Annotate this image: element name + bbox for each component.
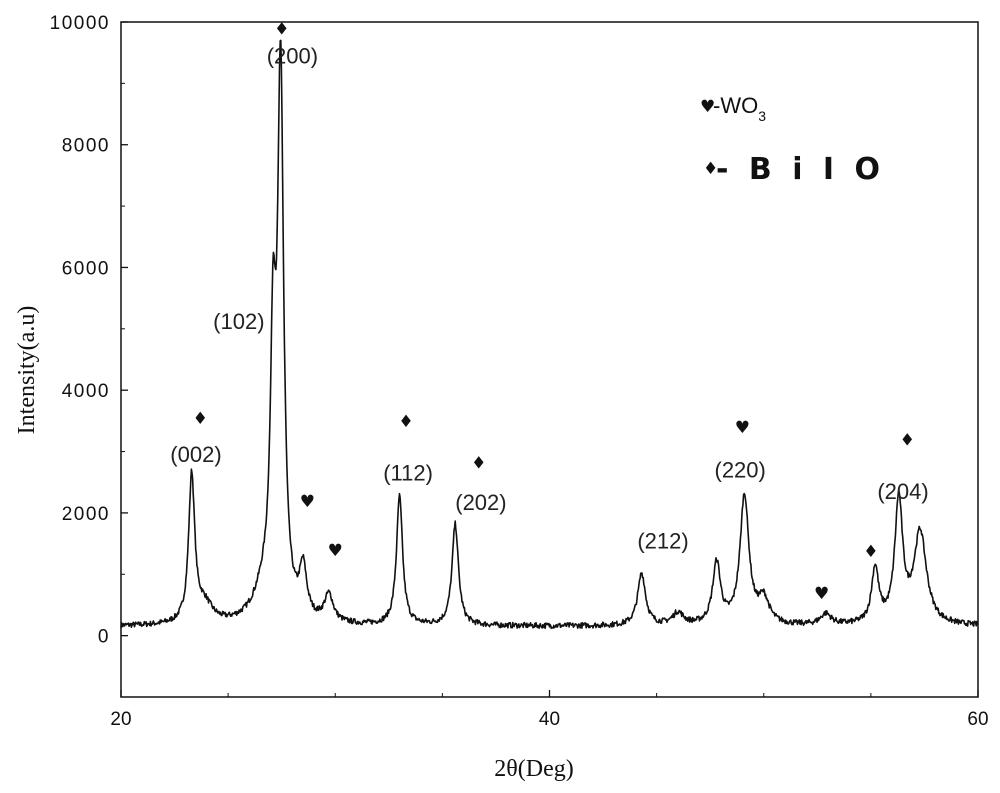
biio-marker: ♦ [863, 542, 878, 562]
biio-marker: ♦ [471, 454, 486, 474]
biio-marker: ♦ [398, 412, 413, 432]
y-tick-label: 6000 [62, 258, 110, 279]
series-line [120, 39, 979, 630]
plot-frame [120, 21, 979, 698]
peak-label: (202) [455, 490, 506, 515]
biio-marker: ♦ [274, 19, 289, 39]
biio-marker: ♦ [193, 409, 208, 429]
legend: ♥-WO3 ♦- B i I O [700, 93, 885, 187]
y-tick-label: 0 [98, 627, 110, 648]
y-tick-label: 10000 [50, 13, 110, 34]
peak-label: (200) [267, 44, 318, 69]
wo3-marker: ♥ [814, 584, 829, 604]
peak-label: (212) [637, 529, 688, 554]
y-tick-label: 2000 [62, 504, 110, 525]
legend-subscript: 3 [758, 108, 766, 124]
peak-label: (220) [715, 457, 766, 482]
biio-marker: ♦ [900, 430, 915, 450]
peak-label: (204) [877, 479, 928, 504]
y-tick-label: 4000 [62, 381, 110, 402]
peak-label: (112) [383, 460, 433, 485]
x-tick-label: 60 [967, 709, 988, 730]
x-tick-label: 20 [110, 709, 131, 730]
wo3-marker: ♥ [735, 418, 750, 438]
x-axis-title: 2θ(Deg) [494, 756, 573, 782]
x-tick-label: 40 [539, 709, 560, 730]
y-tick-label: 8000 [62, 136, 110, 157]
wo3-marker: ♥ [328, 541, 343, 561]
y-axis-title: Intensity(a.u) [14, 306, 40, 435]
legend-entry-wo3: -WO3 [713, 93, 766, 124]
peak-label: (002) [170, 442, 221, 467]
legend-diamond-icon: ♦ [703, 159, 718, 179]
wo3-marker: ♥ [300, 492, 315, 512]
legend-heart-icon: ♥ [700, 97, 715, 117]
peak-label: (102) [213, 309, 264, 334]
legend-entry-biio: - B i I O [716, 152, 885, 187]
